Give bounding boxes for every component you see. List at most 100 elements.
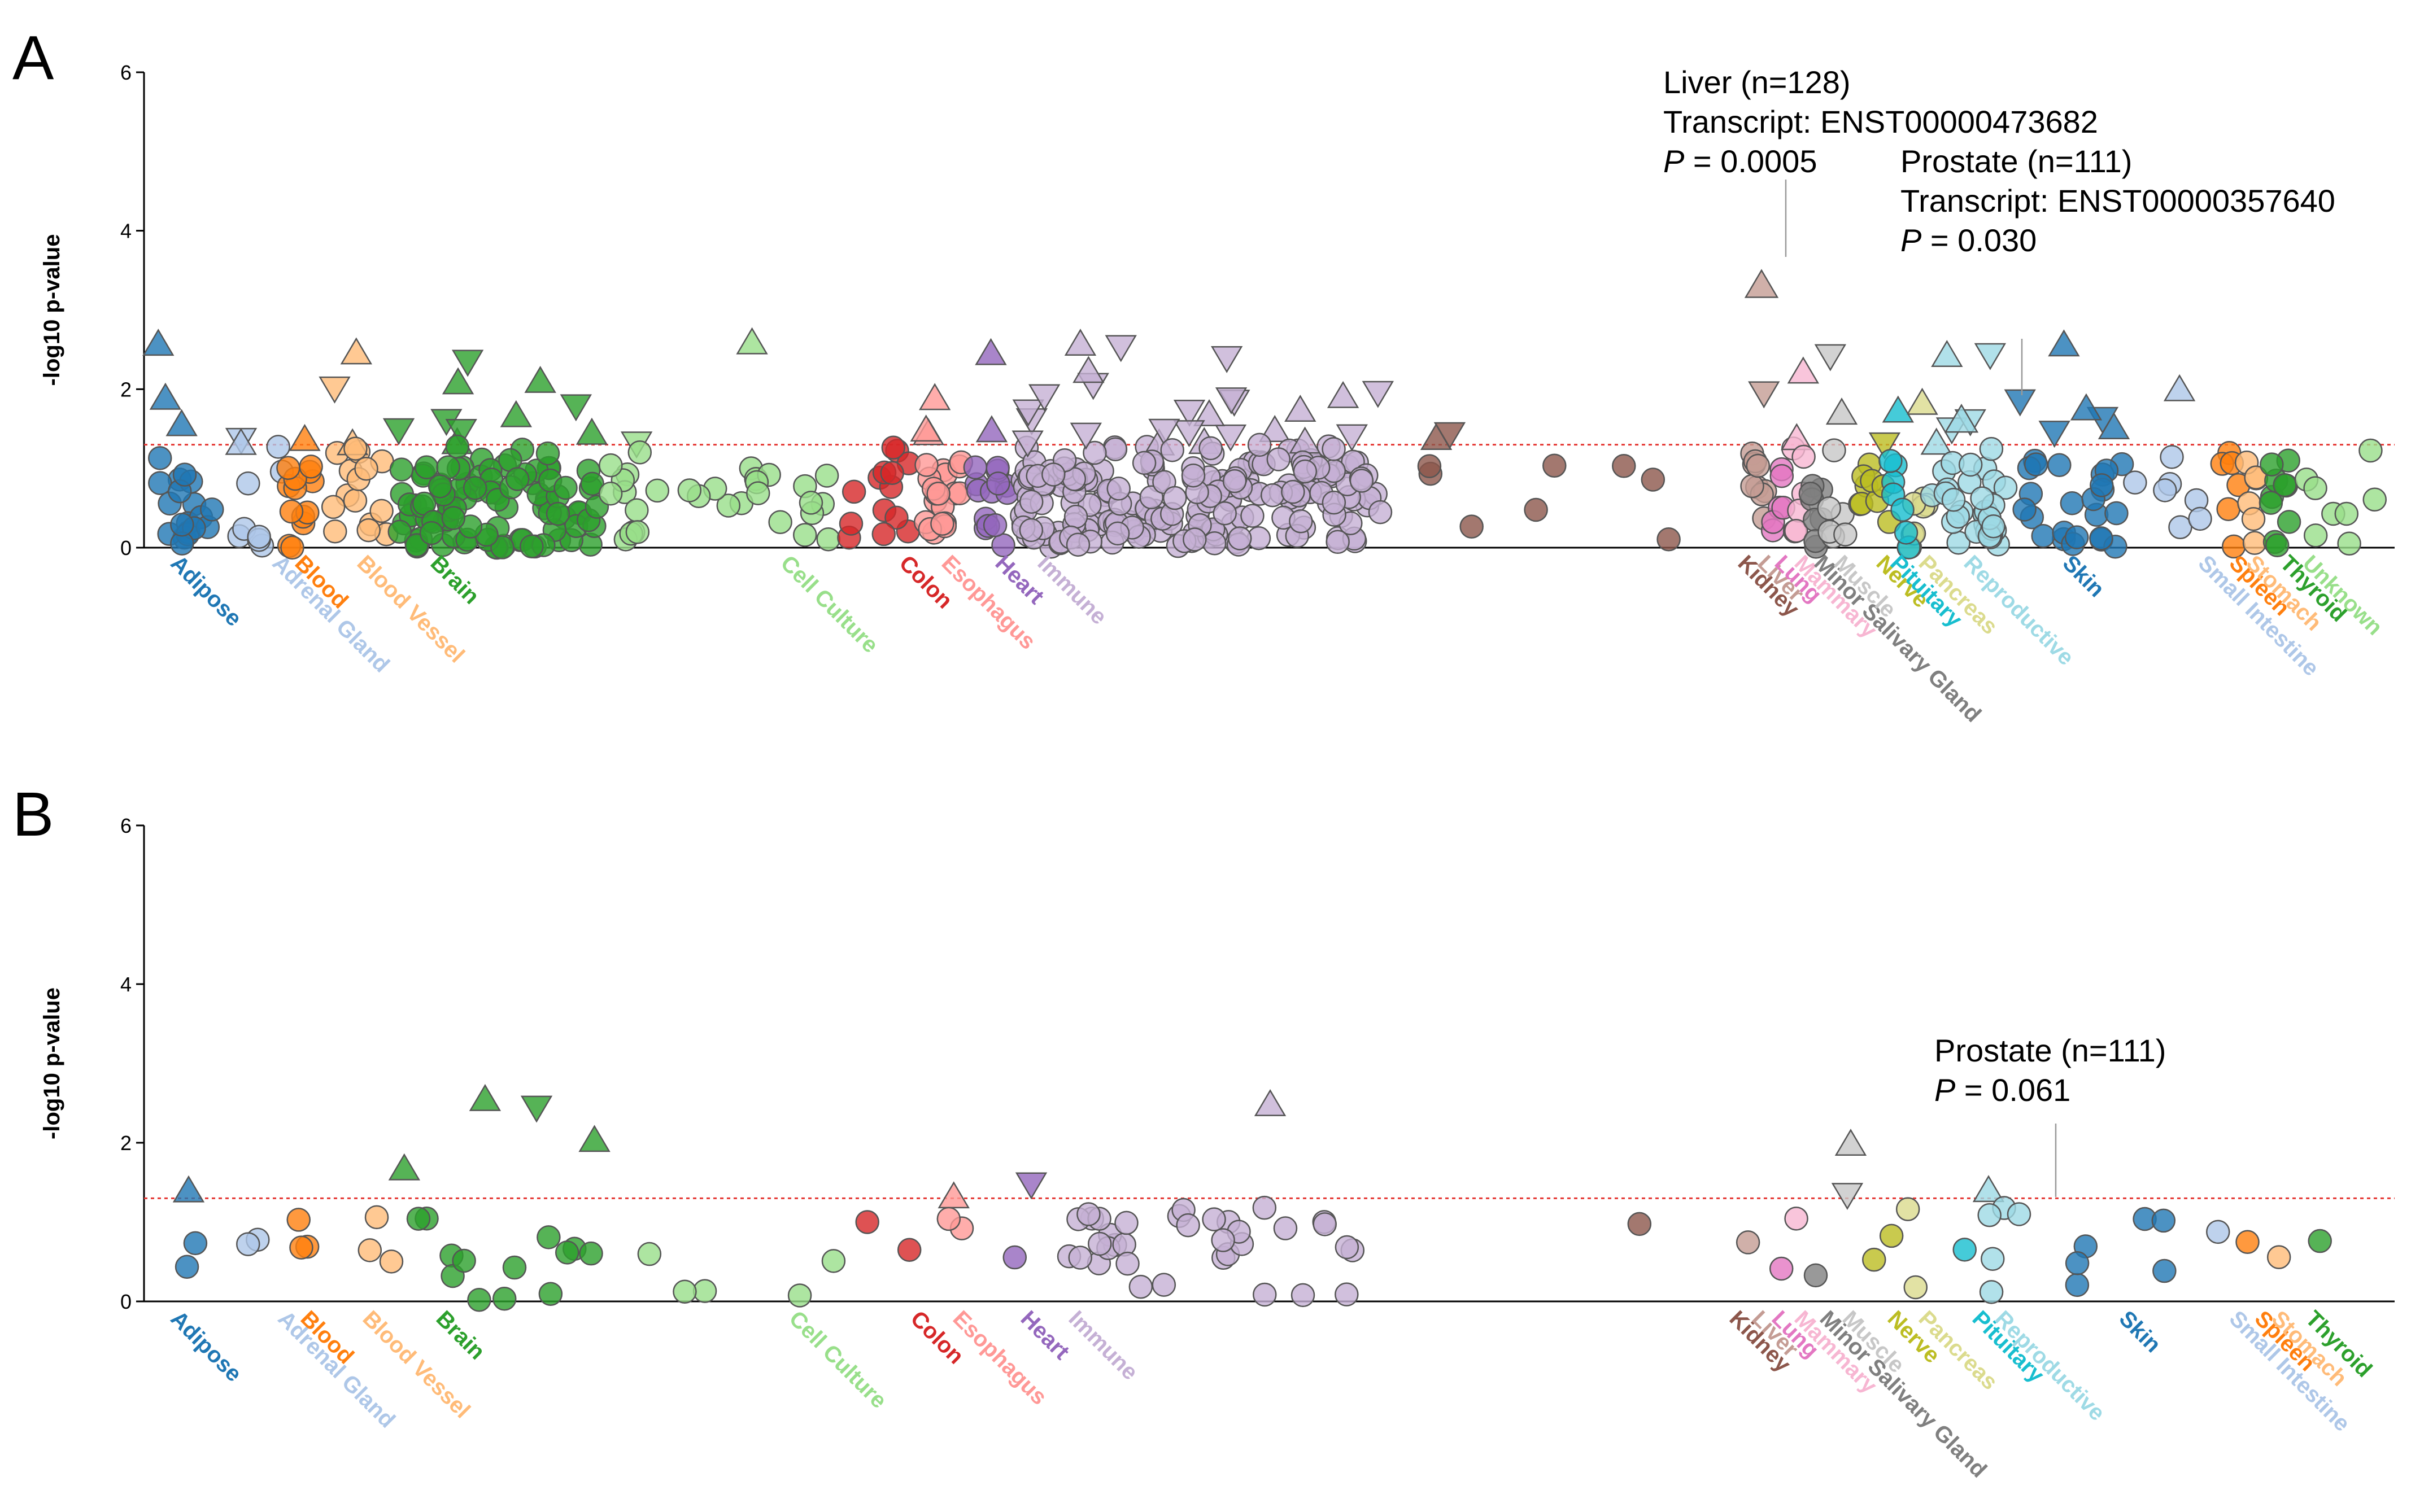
data-point <box>1784 1207 1808 1231</box>
data-point-triangle <box>319 376 351 404</box>
category-points-reproductive <box>1972 1175 2016 1304</box>
data-point <box>1368 500 1393 525</box>
category-label-brain: Brain <box>426 550 484 609</box>
data-point <box>1791 444 1816 469</box>
data-point-triangle <box>1105 335 1137 362</box>
category-points-colon <box>855 1210 922 1262</box>
data-point <box>1252 1195 1277 1220</box>
data-point-triangle <box>1831 1183 1864 1210</box>
data-point <box>1769 1256 1794 1281</box>
data-point <box>1641 467 1666 492</box>
data-point-triangle <box>382 418 415 445</box>
data-point-triangle <box>1254 1089 1287 1116</box>
data-point <box>441 506 466 530</box>
data-point <box>236 471 260 496</box>
category-points-immune <box>1057 1089 1365 1308</box>
data-point <box>2235 1230 2260 1255</box>
data-point <box>445 434 470 459</box>
data-point <box>2216 497 2240 521</box>
category-points-esophagus <box>936 1181 974 1240</box>
category-points-thyroid <box>2308 1229 2332 1253</box>
category-label-cell-culture: Cell Culture <box>784 1306 892 1413</box>
data-point <box>2089 526 2113 550</box>
data-point <box>1273 1216 1298 1240</box>
data-point-triangle <box>1284 395 1316 422</box>
data-point-triangle <box>1173 400 1206 427</box>
data-point-triangle <box>225 427 257 455</box>
data-point <box>1228 526 1252 550</box>
data-point <box>579 1241 603 1266</box>
data-point-triangle <box>1028 384 1061 412</box>
data-point <box>343 488 368 513</box>
data-point <box>266 435 290 459</box>
annotation-p-value: P = 0.061 <box>1934 1072 2070 1108</box>
data-point <box>1542 453 1567 478</box>
data-point <box>2205 1220 2230 1244</box>
data-point-triangle <box>2070 393 2103 421</box>
data-point <box>1211 1228 1235 1252</box>
category-points-liver <box>1736 1230 1760 1255</box>
annotation-line: Transcript: ENST00000473682 <box>1663 104 2098 139</box>
data-point <box>1627 1212 1652 1236</box>
data-point <box>880 461 904 486</box>
category-points-muscle <box>1814 344 1858 549</box>
data-point <box>580 471 604 496</box>
data-point <box>1981 1247 2005 1271</box>
data-point <box>716 493 741 518</box>
annotation-a-2: Prostate (n=111) Transcript: ENST00000357… <box>1900 143 2335 395</box>
data-point <box>2160 445 2184 469</box>
data-point <box>1198 436 1223 461</box>
data-point-triangle <box>1834 1129 1867 1156</box>
data-point <box>1087 1231 1112 1256</box>
data-point-triangle <box>1070 422 1102 450</box>
data-point <box>936 1207 961 1231</box>
data-point <box>147 446 172 470</box>
data-point <box>1977 1203 2002 1227</box>
data-point-triangle <box>975 338 1007 365</box>
data-point-triangle <box>1064 329 1097 356</box>
y-tick-label: 2 <box>120 1131 132 1155</box>
data-point <box>842 479 866 504</box>
data-point <box>2065 1273 2090 1297</box>
data-point <box>2104 501 2129 526</box>
category-points-heart <box>963 338 1019 557</box>
data-point <box>1068 1246 1092 1270</box>
data-point <box>1163 486 1187 510</box>
data-point <box>1822 438 1846 462</box>
data-point <box>1803 1263 1828 1288</box>
data-point-triangle <box>1748 381 1780 409</box>
data-point <box>814 464 839 488</box>
data-point <box>1240 504 1265 528</box>
data-point-triangle <box>1868 432 1901 460</box>
data-point-triangle <box>910 414 942 442</box>
data-point <box>768 510 792 535</box>
data-point <box>2308 1229 2332 1253</box>
data-point <box>2334 501 2359 526</box>
data-point-triangle <box>575 417 608 445</box>
data-point-triangle <box>142 329 175 356</box>
data-point <box>1798 482 1823 506</box>
data-point <box>855 1210 879 1234</box>
data-point <box>1979 1280 2004 1304</box>
data-point <box>1213 501 1237 526</box>
data-point <box>1290 1283 1315 1308</box>
data-point <box>364 1205 389 1230</box>
data-point-triangle <box>975 415 1008 443</box>
data-point <box>1862 1247 1886 1272</box>
data-point <box>1063 504 1088 529</box>
category-points-nerve <box>1862 1223 1904 1272</box>
data-point <box>881 435 906 460</box>
category-points-small-intestine <box>2123 374 2212 540</box>
category-points-kidney <box>1417 422 1681 552</box>
data-point-triangle <box>1825 397 1858 425</box>
panel-letter-a: A <box>12 23 54 93</box>
data-point <box>1281 479 1305 504</box>
y-tick-label: 6 <box>120 814 132 837</box>
data-point <box>1895 1197 1920 1221</box>
data-point <box>645 478 670 503</box>
data-point <box>276 456 300 480</box>
data-point <box>357 1238 382 1262</box>
category-label-brain: Brain <box>431 1306 490 1364</box>
data-point-triangle <box>1215 387 1248 414</box>
data-point <box>1322 490 1346 515</box>
